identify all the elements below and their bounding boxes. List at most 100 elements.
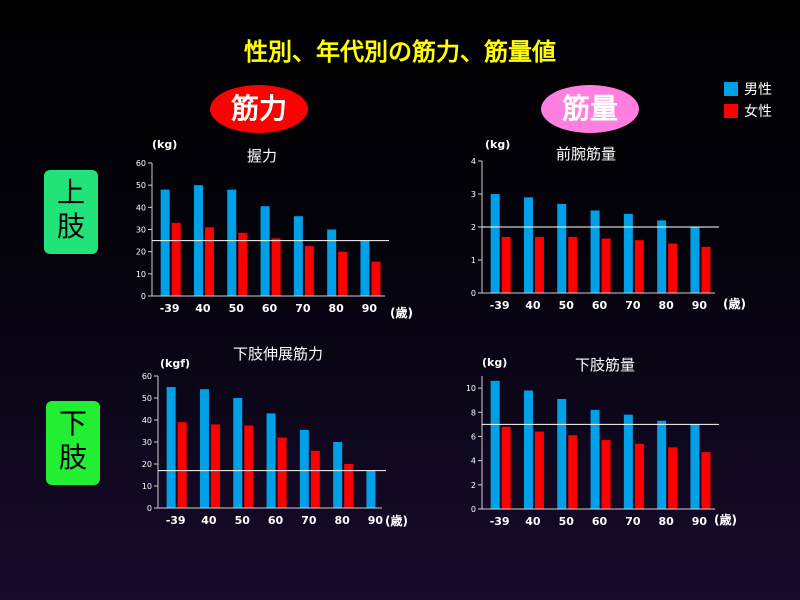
legend-label-male: 男性 — [744, 82, 772, 98]
chart1-bar-male — [260, 206, 270, 296]
chart4-ytick-label: 8 — [471, 408, 476, 417]
chart2-bar-female — [601, 238, 611, 293]
chart1-ytick-label: 10 — [136, 270, 146, 279]
chart3-title: 下肢伸展筋力 — [233, 345, 323, 363]
chart2-xtick-label: 40 — [525, 299, 541, 312]
legend-swatch-male — [724, 82, 738, 96]
chart4-bar-male — [557, 398, 567, 509]
chart1-bar-male — [160, 189, 170, 296]
chart3-ytick-label: 10 — [142, 482, 152, 491]
upper-limb-label: 上肢 — [44, 170, 98, 254]
chart4-xtick-label: 60 — [592, 515, 608, 528]
chart3-bar-female — [344, 464, 354, 508]
chart4-xtick-label: -39 — [490, 515, 510, 528]
chart4-bar-male — [590, 409, 600, 509]
legend: 男性 女性 — [724, 78, 772, 122]
chart4-bar-male — [690, 424, 700, 509]
chart4-bar-female — [668, 447, 678, 509]
chart4-xtick-label: 80 — [658, 515, 674, 528]
chart2-bar-female — [568, 236, 578, 293]
chart1-bar-male — [293, 216, 303, 296]
chart2-xtick-label: -39 — [490, 299, 510, 312]
chart4-bar-male — [523, 390, 533, 509]
chart2-ylabel: (kg) — [485, 138, 510, 151]
chart4-ytick-label: 10 — [466, 384, 476, 393]
chart1-ytick-label: 20 — [136, 248, 146, 257]
chart4-xtick-label: 40 — [525, 515, 541, 528]
chart1-bar-male — [360, 240, 370, 296]
chart3-bar-male — [199, 389, 209, 508]
chart2-ytick-label: 3 — [471, 190, 476, 199]
chart1-bar-male — [327, 229, 337, 296]
chart2-bar-male — [590, 210, 600, 293]
chart2-xtick-label: 50 — [559, 299, 575, 312]
chart3-ytick-label: 40 — [142, 416, 152, 425]
chart1-ylabel: (kg) — [152, 138, 177, 151]
chart2-bar-male — [657, 220, 667, 293]
chart4-bar-female — [501, 426, 511, 509]
legend-swatch-female — [724, 104, 738, 118]
chart3-bar-female — [310, 450, 320, 508]
chart3-xtick-label: 90 — [368, 514, 384, 527]
chart2-ytick-label: 0 — [471, 289, 476, 298]
muscle-mass-header: 筋量 — [541, 85, 639, 133]
chart1-bar-female — [371, 261, 381, 296]
chart1-bar-female — [238, 232, 248, 296]
chart3-xlabel: (歳) — [385, 513, 408, 528]
chart4-bar-female — [701, 452, 711, 509]
chart2-bar-male — [623, 213, 633, 293]
chart1-xtick-label: 90 — [362, 302, 378, 315]
chart1-xtick-label: -39 — [160, 302, 180, 315]
chart2-bar-female — [701, 246, 711, 293]
chart2-bar-female — [534, 236, 544, 293]
chart1-ytick-label: 40 — [136, 203, 146, 212]
chart1-bar-male — [227, 189, 237, 296]
chart1-ytick-label: 50 — [136, 181, 146, 190]
chart4-bar-female — [634, 443, 644, 509]
legend-item-female: 女性 — [724, 100, 772, 122]
chart2-bar-female — [668, 243, 678, 293]
chart1-xtick-label: 80 — [328, 302, 344, 315]
chart3-bar-female — [277, 437, 287, 508]
chart1-bar-female — [338, 251, 348, 296]
chart2-xtick-label: 80 — [658, 299, 674, 312]
chart1-ytick-label: 60 — [136, 159, 146, 168]
chart3-bar-male — [366, 470, 376, 508]
chart2-bar-female — [634, 240, 644, 293]
chart1-xtick-label: 40 — [195, 302, 211, 315]
chart2-bar-male — [690, 227, 700, 293]
chart3-bar-male — [166, 387, 176, 508]
chart2-xlabel: (歳) — [723, 296, 746, 311]
chart2-xtick-label: 60 — [592, 299, 608, 312]
chart3-bar-female — [177, 422, 187, 508]
chart3-xtick-label: 70 — [301, 514, 317, 527]
strength-header: 筋力 — [210, 85, 308, 133]
chart3-ytick-label: 30 — [142, 438, 152, 447]
chart3-ytick-label: 50 — [142, 394, 152, 403]
chart2-bar-male — [490, 194, 500, 293]
chart4-xtick-label: 70 — [625, 515, 641, 528]
chart3-ytick-label: 0 — [147, 504, 152, 513]
chart3-xtick-label: 50 — [235, 514, 251, 527]
chart4-bar-female — [534, 431, 544, 509]
chart2-bar-male — [557, 203, 567, 293]
chart1-xtick-label: 50 — [229, 302, 245, 315]
chart3-ytick-label: 60 — [142, 372, 152, 381]
chart1-xlabel: (歳) — [390, 305, 413, 320]
legend-label-female: 女性 — [744, 104, 772, 120]
chart3-bar-male — [266, 413, 276, 508]
chart3-bar-male — [299, 429, 309, 508]
chart1-bar-female — [171, 222, 181, 296]
chart1-bar-female — [204, 227, 214, 296]
chart1-bar-female — [304, 246, 314, 296]
upper-limb-text: 上肢 — [56, 176, 85, 243]
chart1-ytick-label: 0 — [141, 292, 146, 301]
chart3-xtick-label: 60 — [268, 514, 284, 527]
chart3-bar-female — [244, 425, 254, 508]
chart4-ytick-label: 6 — [471, 432, 476, 441]
chart3-bar-male — [233, 398, 243, 508]
chart2-ytick-label: 4 — [471, 157, 476, 166]
lower-limb-label: 下肢 — [46, 401, 100, 485]
chart4-ylabel: (kg) — [482, 356, 507, 369]
